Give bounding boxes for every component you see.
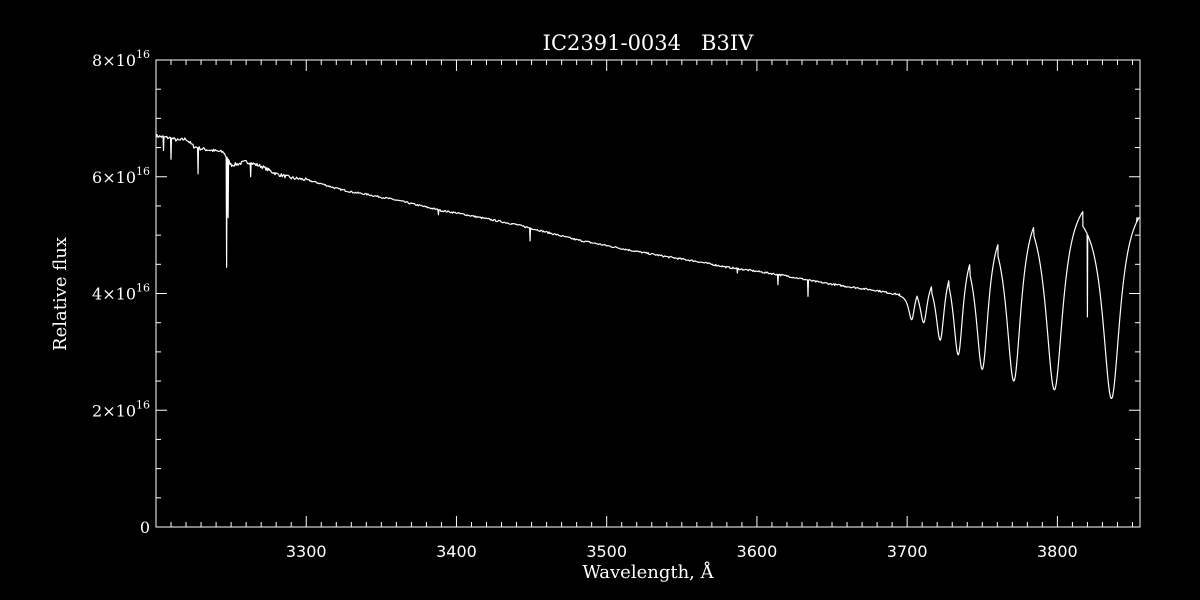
spectrum-line bbox=[155, 133, 1140, 400]
y-axis-ticks bbox=[156, 59, 1140, 528]
chart-title: IC2391-0034 B3IV bbox=[543, 31, 754, 55]
y-tick-label: 0 bbox=[140, 518, 150, 537]
y-tick-label: 2×1016 bbox=[92, 398, 150, 420]
x-tick-labels: 3300 3400 3500 3600 3700 3800 bbox=[286, 542, 1078, 561]
y-tick-label: 4×1016 bbox=[92, 282, 150, 304]
x-tick-label: 3800 bbox=[1037, 542, 1078, 561]
y-tick-label: 6×1016 bbox=[92, 165, 150, 187]
x-axis-label: Wavelength, Å bbox=[582, 561, 714, 583]
plot-frame bbox=[155, 59, 1141, 528]
y-tick-label: 8×1016 bbox=[92, 48, 150, 70]
x-axis-ticks bbox=[155, 60, 1133, 527]
x-tick-label: 3300 bbox=[286, 542, 327, 561]
x-tick-label: 3600 bbox=[737, 542, 778, 561]
x-tick-label: 3400 bbox=[436, 542, 477, 561]
y-axis-label: Relative flux bbox=[50, 237, 71, 351]
x-tick-label: 3700 bbox=[887, 542, 928, 561]
x-tick-label: 3500 bbox=[586, 542, 627, 561]
y-tick-labels: 0 2×1016 4×1016 6×1016 8×1016 bbox=[92, 48, 150, 537]
